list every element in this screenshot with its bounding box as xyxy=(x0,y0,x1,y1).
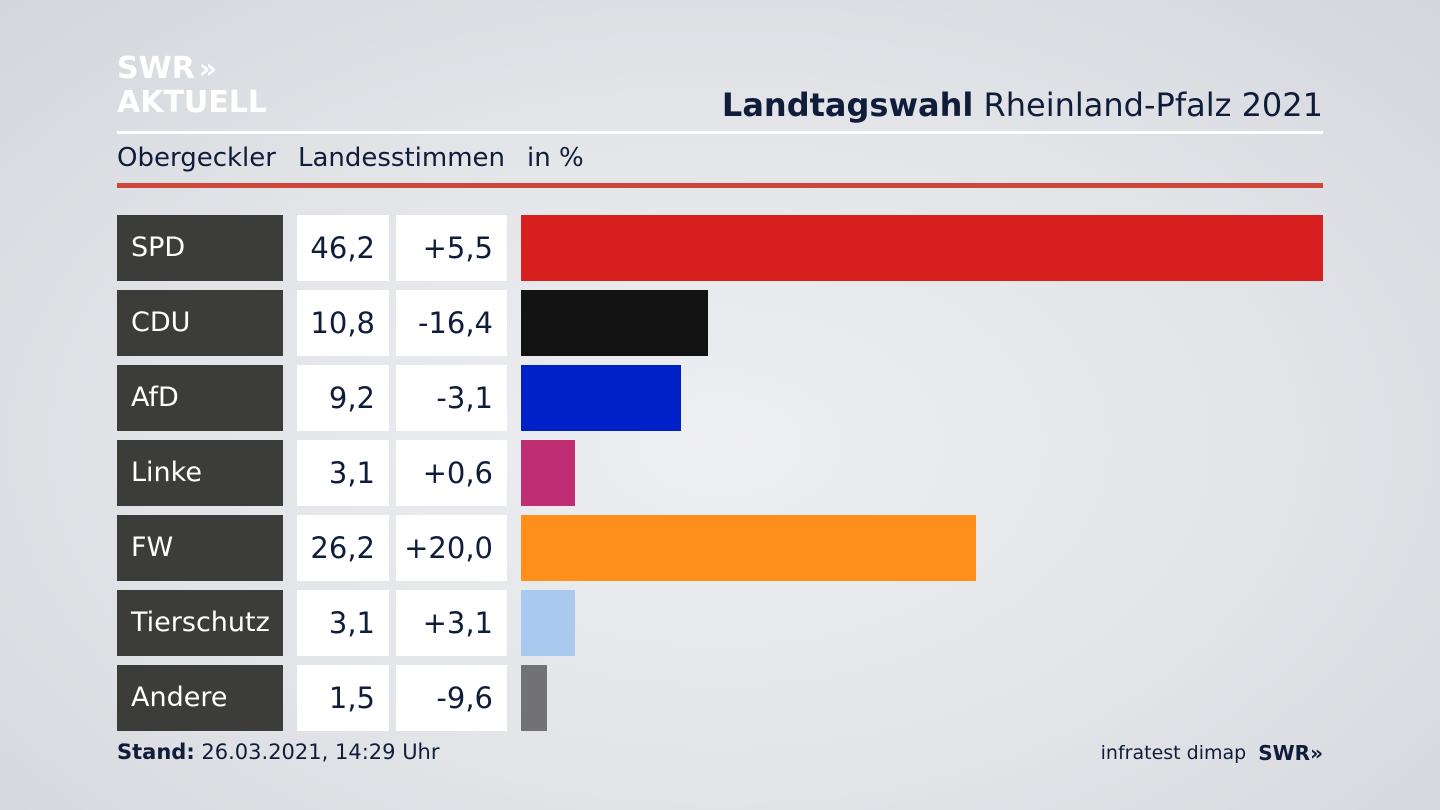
stand-label: Stand: xyxy=(117,740,195,764)
vote-share-bar xyxy=(521,515,976,581)
timestamp: Stand: 26.03.2021, 14:29 Uhr xyxy=(117,740,440,764)
party-label: AfD xyxy=(117,365,283,431)
vote-share-value: 10,8 xyxy=(297,290,389,356)
result-row: Linke 3,1 +0,6 xyxy=(117,440,1323,506)
vote-share-bar xyxy=(521,440,575,506)
party-label: Linke xyxy=(117,440,283,506)
vote-change-value: -9,6 xyxy=(396,665,507,731)
result-row: FW 26,2 +20,0 xyxy=(117,515,1323,581)
swr-footer-logo: SWR» xyxy=(1258,741,1323,765)
vote-share-bar xyxy=(521,590,575,656)
result-row: SPD 46,2 +5,5 xyxy=(117,215,1323,281)
logo-aktuell-text: AKTUELL xyxy=(117,85,268,120)
result-row: CDU 10,8 -16,4 xyxy=(117,290,1323,356)
swr-aktuell-logo: SWR» AKTUELL xyxy=(117,54,267,118)
vote-change-value: +0,6 xyxy=(396,440,507,506)
header-divider xyxy=(117,131,1323,134)
vote-share-bar xyxy=(521,215,1323,281)
vote-share-value: 3,1 xyxy=(297,590,389,656)
location-label: Obergeckler xyxy=(117,143,276,173)
party-label: CDU xyxy=(117,290,283,356)
vote-share-value: 3,1 xyxy=(297,440,389,506)
vote-share-value: 9,2 xyxy=(297,365,389,431)
result-row: Andere 1,5 -9,6 xyxy=(117,665,1323,731)
result-row: Tierschutz 3,1 +3,1 xyxy=(117,590,1323,656)
stand-value: 26.03.2021, 14:29 Uhr xyxy=(201,740,440,764)
vote-change-value: +3,1 xyxy=(396,590,507,656)
title-bold: Landtagswahl xyxy=(721,86,974,124)
logo-swr-text: SWR xyxy=(117,51,195,86)
result-row: AfD 9,2 -3,1 xyxy=(117,365,1323,431)
vote-change-value: -3,1 xyxy=(396,365,507,431)
party-label: Tierschutz xyxy=(117,590,283,656)
accent-divider xyxy=(117,183,1323,188)
title-rest: Rheinland-Pfalz 2021 xyxy=(983,86,1323,124)
swr-footer-text: SWR xyxy=(1258,741,1311,765)
vote-change-value: +5,5 xyxy=(396,215,507,281)
subheader: Obergeckler Landesstimmen in % xyxy=(117,143,606,173)
vote-change-value: +20,0 xyxy=(396,515,507,581)
source-label: infratest dimap xyxy=(1100,742,1247,764)
vote-share-bar xyxy=(521,365,681,431)
vote-share-bar xyxy=(521,290,708,356)
source-credit: infratest dimap SWR» xyxy=(1101,741,1323,765)
vote-change-value: -16,4 xyxy=(396,290,507,356)
logo-arrows-icon: » xyxy=(198,52,217,85)
vote-share-value: 46,2 xyxy=(297,215,389,281)
vote-share-value: 1,5 xyxy=(297,665,389,731)
vote-type-label: Landesstimmen xyxy=(297,143,506,173)
party-label: SPD xyxy=(117,215,283,281)
party-label: Andere xyxy=(117,665,283,731)
party-label: FW xyxy=(117,515,283,581)
vote-share-value: 26,2 xyxy=(297,515,389,581)
swr-footer-arrows-icon: » xyxy=(1310,741,1323,765)
unit-label: in % xyxy=(527,143,584,173)
vote-share-bar xyxy=(521,665,547,731)
page-title: Landtagswahl Rheinland-Pfalz 2021 xyxy=(722,86,1323,124)
